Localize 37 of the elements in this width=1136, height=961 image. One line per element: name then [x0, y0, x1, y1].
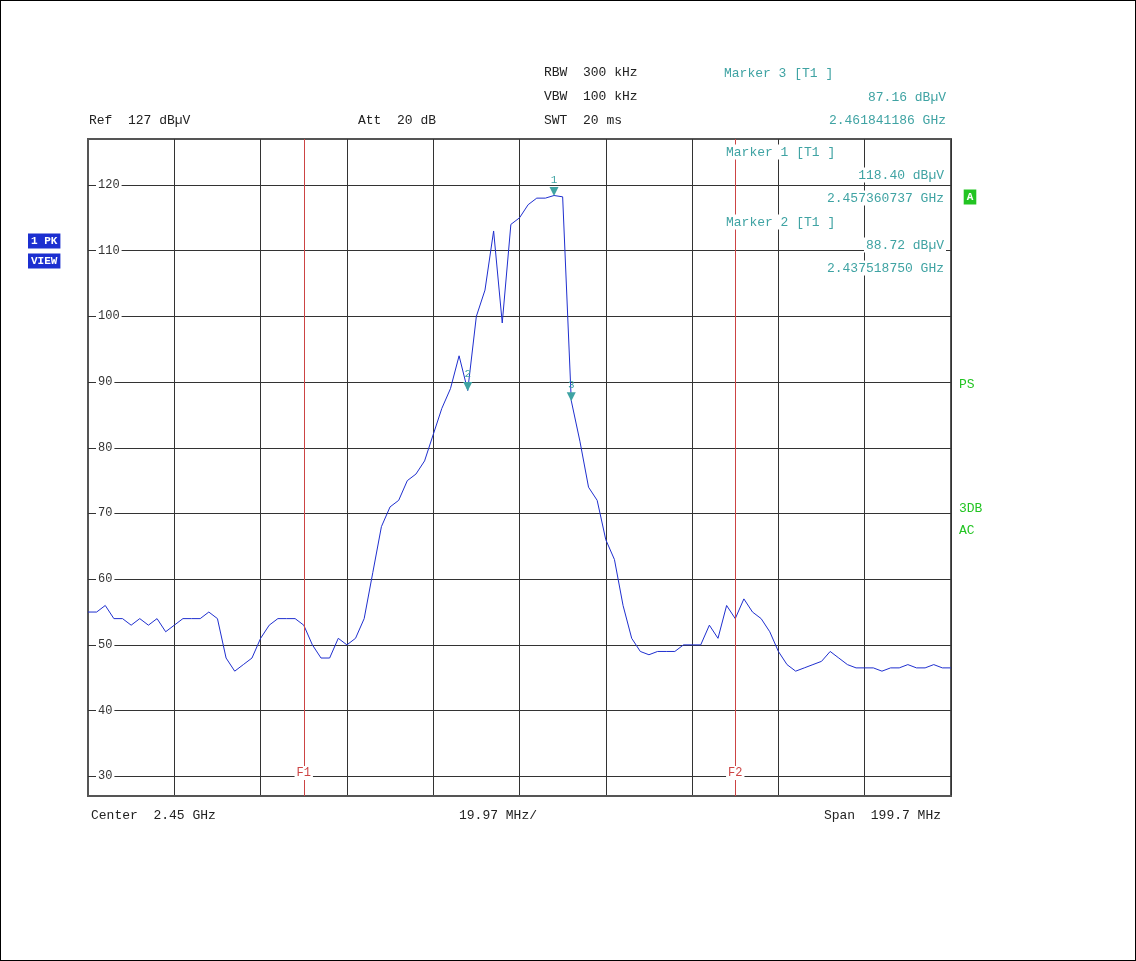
y-tick-label: 30 — [98, 769, 113, 784]
text: SWT 20 ms — [544, 112, 623, 128]
text: 3DB — [959, 500, 983, 516]
y-tick-label: 80 — [98, 440, 113, 455]
y-tick-label: 90 — [98, 375, 113, 390]
text: Att 20 dB — [358, 112, 437, 128]
text: VBW 100 kHz — [544, 88, 638, 104]
text: 2.461841186 GHz — [828, 112, 946, 128]
annotation: F1 — [296, 766, 311, 780]
y-tick-label: 70 — [98, 506, 113, 521]
text: 1 PK — [31, 235, 58, 247]
text: 87.16 dBµV — [867, 89, 947, 105]
text: Center 2.45 GHz — [91, 807, 216, 823]
text: Marker 3 [T1 ] — [724, 65, 834, 81]
annotation: F2 — [728, 766, 743, 780]
annotation: 2.457360737 GHz — [826, 190, 944, 206]
y-tick-label: 40 — [98, 703, 113, 718]
y-tick-label: 50 — [98, 637, 113, 652]
text: Ref 127 dBµV — [89, 112, 191, 128]
text: PS — [959, 376, 975, 392]
annotation: Marker 1 [T1 ] — [726, 144, 836, 160]
text: A — [966, 191, 974, 203]
annotation: Marker 2 [T1 ] — [726, 214, 836, 230]
y-tick-label: 110 — [98, 243, 120, 258]
y-tick-label: 100 — [98, 309, 120, 324]
text: RBW 300 kHz — [544, 64, 638, 80]
annotation: 3 — [567, 378, 575, 391]
y-tick-label: 60 — [98, 572, 113, 587]
y-tick-label: 120 — [98, 177, 120, 192]
annotation: 118.40 dBµV — [858, 167, 945, 183]
text: Span 199.7 MHz — [823, 807, 941, 823]
text: 19.97 MHz/ — [458, 807, 538, 823]
text: AC — [959, 522, 975, 538]
text: VIEW — [31, 255, 58, 267]
annotation: 2.437518750 GHz — [826, 260, 944, 276]
annotation: 88.72 dBµV — [865, 237, 945, 253]
annotation: 1 — [550, 173, 558, 186]
